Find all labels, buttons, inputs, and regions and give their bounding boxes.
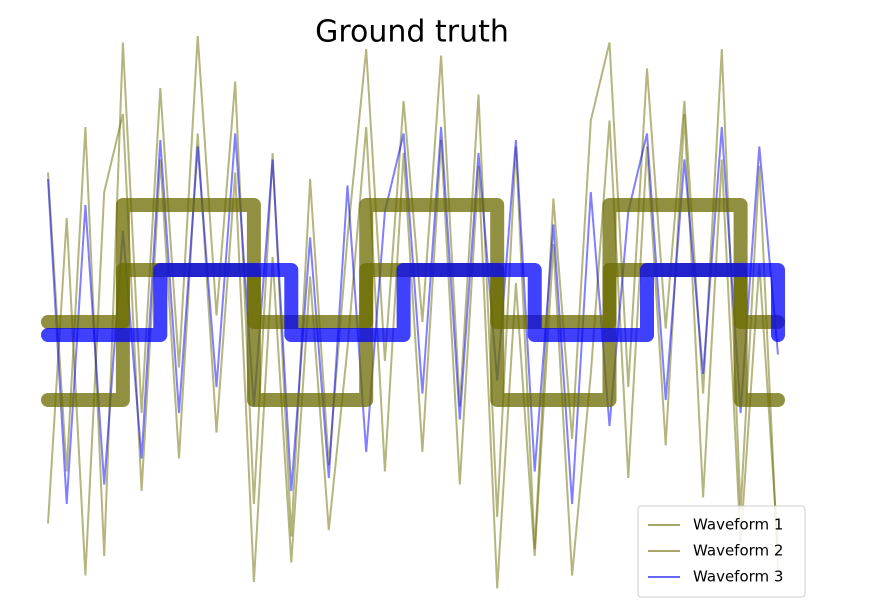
legend-label: Waveform 2 xyxy=(693,542,783,560)
chart-title: Ground truth xyxy=(315,15,509,50)
level-line xyxy=(41,263,785,342)
level-line xyxy=(41,198,785,329)
legend-box xyxy=(637,505,806,598)
legend-label: Waveform 1 xyxy=(693,516,783,534)
legend: Waveform 1 Waveform 2 Waveform 3 xyxy=(637,505,806,598)
legend-label: Waveform 3 xyxy=(693,568,783,586)
noisy-line xyxy=(47,113,779,589)
